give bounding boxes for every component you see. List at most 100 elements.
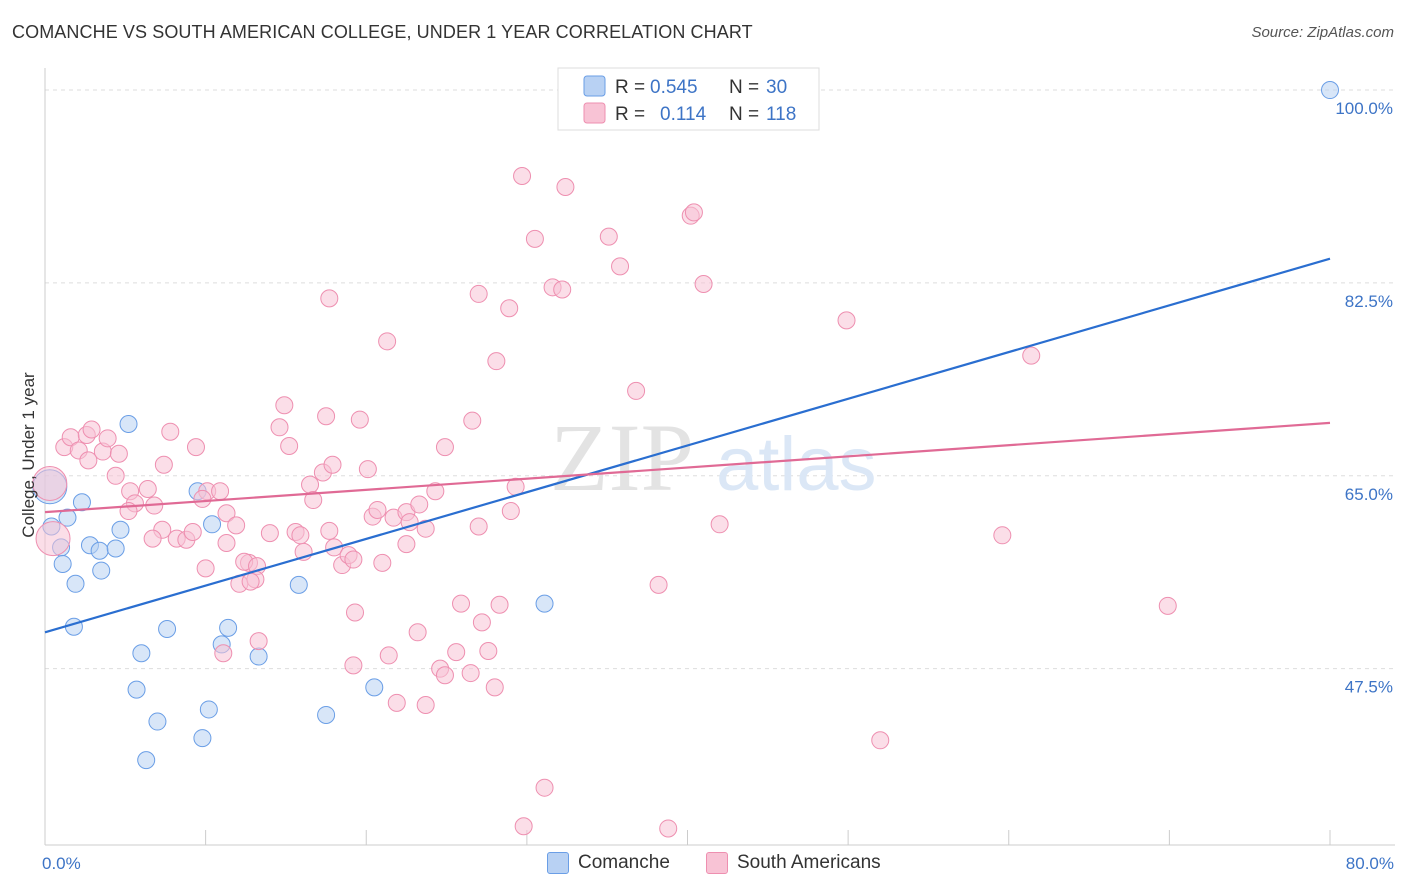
trend-lines: [44, 257, 1331, 634]
scatter-point-south-americans: [358, 460, 377, 479]
bottom-legend: Comanche South Americans: [0, 852, 1406, 878]
scatter-point-south-americans: [368, 500, 387, 519]
scatter-point-comanche: [106, 539, 125, 558]
scatter-point-south-americans: [1022, 346, 1041, 365]
scatter-point-south-americans: [416, 519, 435, 538]
scatter-point-south-americans: [694, 275, 713, 294]
scatter-point-south-americans: [452, 594, 471, 613]
data-points: [32, 81, 1339, 838]
scatter-point-south-americans: [408, 623, 427, 642]
scatter-point-south-americans: [426, 482, 445, 501]
scatter-point-south-americans: [241, 572, 260, 591]
scatter-point-south-americans: [270, 418, 289, 437]
scatter-point-south-americans: [514, 817, 533, 836]
scatter-point-south-americans: [379, 646, 398, 665]
scatter-point-south-americans: [463, 411, 482, 430]
scatter-point-comanche: [119, 414, 138, 433]
scatter-point-south-americans: [106, 466, 125, 485]
x-tick-label-max: 80.0%: [1346, 854, 1394, 873]
x-tick-marks: [44, 830, 1331, 845]
scatter-point-comanche: [317, 705, 336, 724]
y-axis-label: College, Under 1 year: [19, 372, 38, 538]
y-tick-labels: 47.5% 65.0% 82.5% 100.0%: [1335, 99, 1393, 697]
scatter-point-south-americans: [344, 550, 363, 569]
scatter-point-south-americans: [472, 613, 491, 632]
scatter-point-south-americans: [490, 595, 509, 614]
scatter-point-south-americans: [684, 203, 703, 222]
scatter-point-south-americans: [186, 438, 205, 457]
scatter-point-south-americans: [556, 178, 575, 197]
scatter-point-comanche: [64, 617, 83, 636]
scatter-point-south-americans: [500, 299, 519, 318]
scatter-point-south-americans: [280, 437, 299, 456]
scatter-point-south-americans: [469, 517, 488, 536]
y-tick-label: 47.5%: [1345, 678, 1393, 697]
scatter-point-south-americans: [143, 529, 162, 548]
x-tick-label-min: 0.0%: [42, 854, 81, 873]
scatter-point-south-americans: [109, 444, 128, 463]
scatter-point-south-americans: [447, 643, 466, 662]
scatter-point-south-americans: [317, 407, 336, 426]
scatter-point-south-americans: [387, 693, 406, 712]
scatter-point-south-americans: [304, 491, 323, 510]
scatter-point-south-americans: [138, 480, 157, 499]
scatter-point-south-americans: [211, 482, 230, 501]
scatter-point-south-americans: [227, 516, 246, 535]
scatter-point-south-americans: [837, 311, 856, 330]
scatter-point-south-americans: [553, 280, 572, 299]
scatter-point-south-americans: [659, 819, 678, 838]
scatter-point-comanche: [132, 644, 151, 663]
scatter-point-south-americans: [416, 696, 435, 715]
scatter-point-comanche: [148, 712, 167, 731]
scatter-point-south-americans: [196, 559, 215, 578]
scatter-point-comanche: [92, 561, 111, 580]
scatter-point-south-americans: [98, 429, 117, 448]
scatter-point-comanche: [249, 647, 268, 666]
axes: [44, 68, 1395, 846]
scatter-point-comanche: [365, 678, 384, 697]
y-tick-label: 82.5%: [1345, 292, 1393, 311]
scatter-point-comanche: [203, 515, 222, 534]
scatter-point-south-americans: [400, 513, 419, 532]
scatter-point-south-americans: [487, 352, 506, 371]
scatter-point-south-americans: [479, 642, 498, 661]
scatter-point-south-americans: [469, 284, 488, 303]
scatter-point-south-americans: [611, 257, 630, 276]
legend-n-value-south-americans: 118: [766, 104, 796, 125]
scatter-point-comanche: [66, 574, 85, 593]
y-tick-label: 100.0%: [1335, 99, 1393, 118]
scatter-point-comanche: [72, 493, 91, 512]
scatter-point-comanche: [289, 575, 308, 594]
scatter-point-comanche: [53, 554, 72, 573]
scatter-point-south-americans: [435, 438, 454, 457]
scatter-point-south-americans: [301, 475, 320, 494]
scatter-point-south-americans: [350, 410, 369, 429]
y-tick-label: 65.0%: [1345, 485, 1393, 504]
scatter-point-south-americans: [275, 396, 294, 415]
legend-swatch-comanche: [583, 75, 606, 97]
scatter-point-south-americans: [161, 422, 180, 441]
scatter-point-south-americans: [154, 455, 173, 474]
bottom-legend-label-south-americans: South Americans: [737, 852, 881, 873]
scatter-point-south-americans: [79, 451, 98, 470]
legend-r-value-comanche: 0.545: [650, 77, 698, 98]
bottom-legend-item-comanche[interactable]: Comanche: [547, 852, 670, 874]
scatter-point-south-americans: [260, 524, 279, 543]
scatter-point-comanche: [90, 541, 109, 560]
scatter-point-south-americans: [32, 466, 68, 502]
chart-title: COMANCHE VS SOUTH AMERICAN COLLEGE, UNDE…: [12, 22, 753, 42]
legend-r-label-comanche: R =: [615, 77, 645, 98]
legend-swatch-south-americans: [583, 102, 606, 124]
scatter-point-south-americans: [461, 664, 480, 683]
scatter-point-south-americans: [35, 521, 71, 557]
trend-line-south-americans: [44, 421, 1331, 514]
scatter-point-south-americans: [183, 522, 202, 541]
scatter-point-south-americans: [217, 534, 236, 553]
legend-n-label-south-americans: N =: [729, 104, 759, 125]
scatter-point-south-americans: [378, 332, 397, 351]
scatter-point-comanche: [1321, 81, 1339, 100]
bottom-legend-item-south-americans[interactable]: South Americans: [706, 852, 881, 874]
scatter-point-comanche: [193, 729, 212, 748]
scatter-point-comanche: [137, 751, 156, 770]
